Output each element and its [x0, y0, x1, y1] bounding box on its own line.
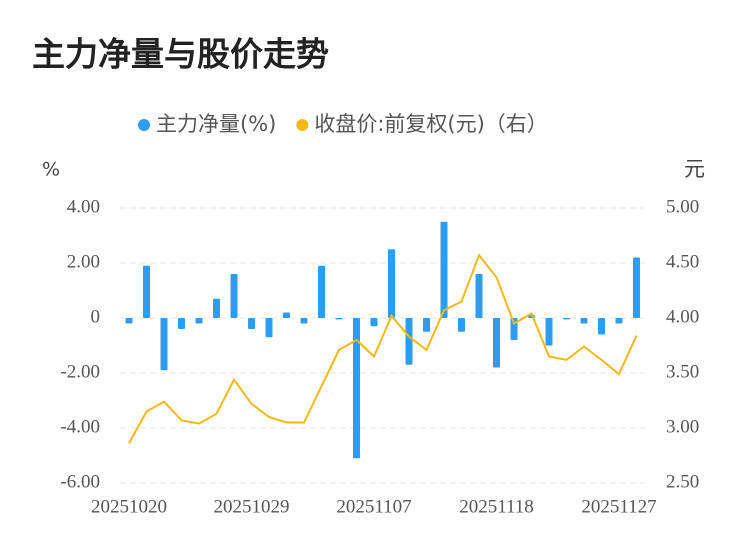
bar: [195, 318, 203, 324]
bar: [388, 249, 395, 318]
x-tick-label: 20251029: [214, 496, 290, 517]
x-tick-label: 20251020: [91, 496, 167, 517]
x-tick-label: 20251118: [459, 496, 534, 517]
bar: [318, 265, 325, 318]
y-axis-unit: %: [42, 159, 60, 181]
legend-label: 主力净量(%): [156, 112, 276, 136]
bar: [458, 318, 465, 332]
y-tick-label: 4.00: [67, 196, 100, 217]
bar: [300, 318, 308, 324]
bar: [248, 318, 255, 329]
bar: [213, 298, 220, 318]
bar: [178, 318, 185, 329]
y2-tick-label: 3.50: [666, 361, 699, 382]
bar: [545, 318, 553, 346]
legend-marker: [138, 119, 150, 131]
bar: [353, 318, 360, 459]
y2-tick-label: 4.50: [666, 251, 699, 272]
y2-tick-label: 4.00: [666, 306, 699, 327]
bar: [598, 318, 605, 335]
y2-tick-label: 5.00: [666, 196, 699, 217]
bar: [493, 318, 500, 368]
bar: [615, 318, 623, 324]
bar: [475, 274, 483, 318]
bar: [143, 265, 150, 318]
bar: [633, 257, 640, 318]
y2-tick-label: 2.50: [666, 471, 699, 492]
x-tick-label: 20251107: [336, 496, 411, 517]
bar: [580, 318, 588, 324]
y2-axis-unit: 元: [684, 157, 705, 181]
y-tick-label: 0: [91, 306, 101, 327]
bar: [265, 318, 273, 338]
x-tick-label: 20251127: [581, 496, 656, 517]
bar: [230, 274, 238, 318]
bar: [335, 318, 343, 320]
price-line: [128, 253, 638, 444]
y-tick-label: 2.00: [67, 251, 100, 272]
chart-title: 主力净量与股价走势: [32, 35, 329, 74]
bar: [283, 312, 290, 318]
bar: [405, 318, 413, 365]
y-tick-label: -6.00: [60, 471, 100, 492]
bar: [160, 318, 168, 371]
bar: [563, 318, 570, 320]
y-tick-label: -4.00: [60, 416, 100, 437]
y-tick-label: -2.00: [60, 361, 100, 382]
bar: [125, 318, 133, 324]
bar: [440, 221, 448, 318]
bar: [423, 318, 430, 332]
legend-marker: [296, 119, 309, 131]
y2-tick-label: 3.00: [666, 416, 699, 437]
bar: [370, 318, 378, 327]
legend-label: 收盘价:前复权(元)（右）: [314, 112, 547, 136]
